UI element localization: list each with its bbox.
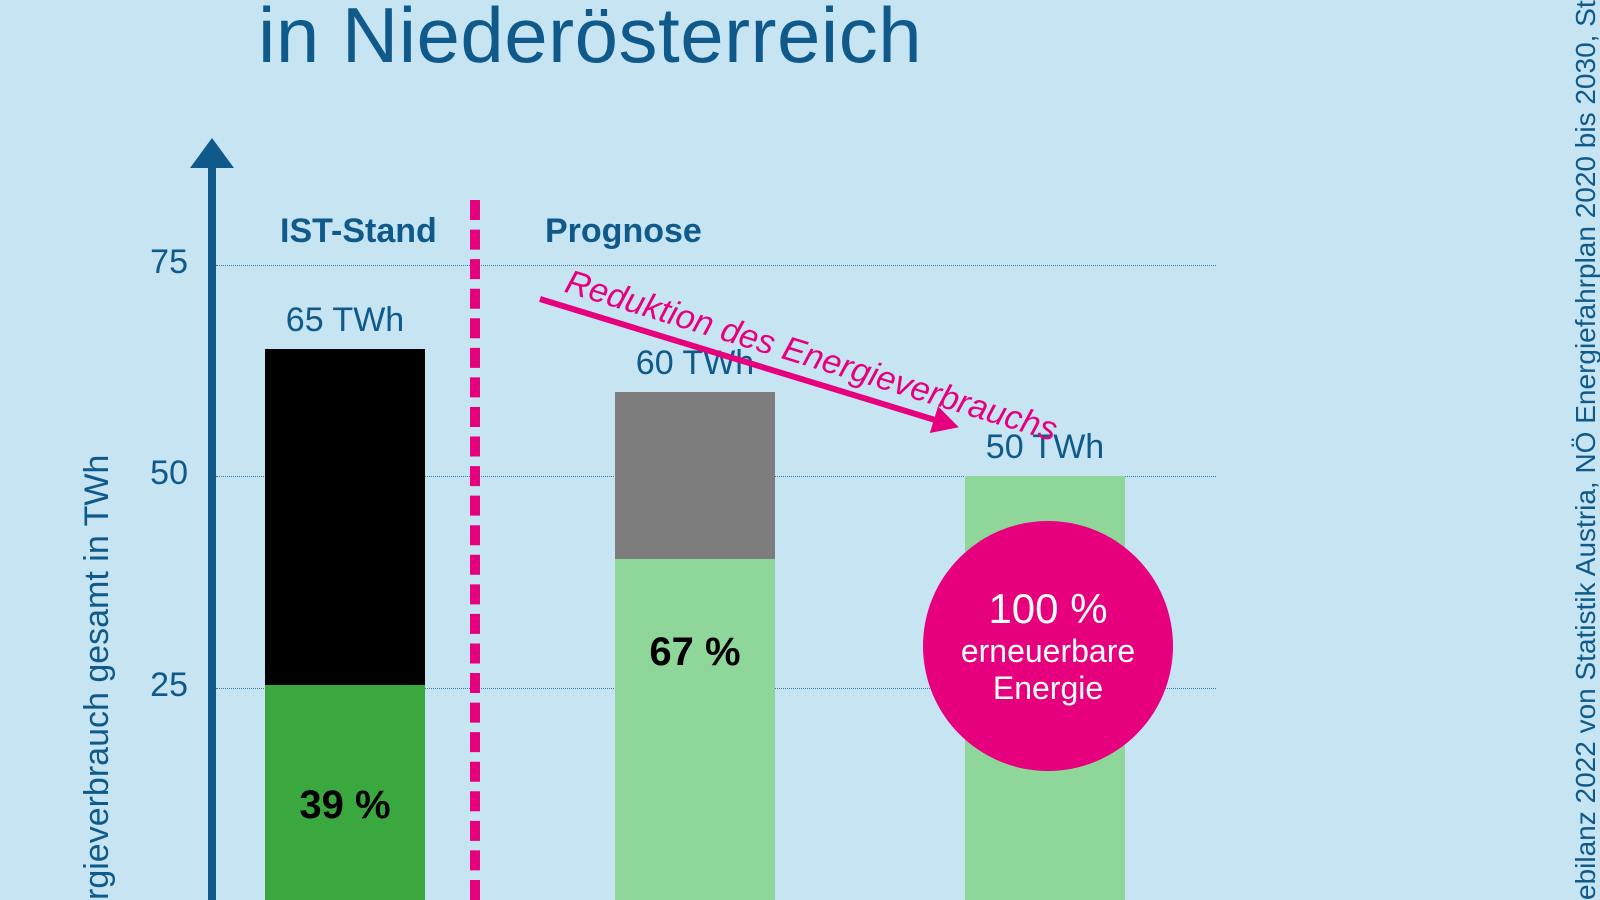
page-title: in Niederösterreich xyxy=(258,0,922,81)
callout-100pct: 100 %erneuerbareEnergie xyxy=(923,521,1173,771)
bar-segment xyxy=(615,392,775,560)
bar-total-label: 65 TWh xyxy=(235,301,455,340)
bar-pct-label: 39 % xyxy=(265,783,425,828)
y-axis-label: rgieverbrauch gesamt in TWh xyxy=(78,455,117,900)
y-tick-label: 25 xyxy=(128,666,188,705)
source-citation: ebilanz 2022 von Statistik Austria, NÖ E… xyxy=(1570,0,1600,900)
bar-segment xyxy=(615,559,775,900)
grid-line xyxy=(216,265,1216,266)
callout-line2: erneuerbare xyxy=(961,633,1135,670)
y-tick-label: 50 xyxy=(128,454,188,493)
section-divider xyxy=(470,200,480,900)
bar-segment xyxy=(265,349,425,685)
y-tick-label: 75 xyxy=(128,243,188,282)
section-label-prognose: Prognose xyxy=(545,212,702,251)
y-axis xyxy=(208,160,216,900)
callout-line3: Energie xyxy=(993,670,1103,707)
section-label-ist: IST-Stand xyxy=(280,212,437,251)
bar-pct-label: 67 % xyxy=(615,630,775,675)
callout-line1: 100 % xyxy=(988,585,1107,633)
y-axis-arrow-icon xyxy=(190,138,234,168)
